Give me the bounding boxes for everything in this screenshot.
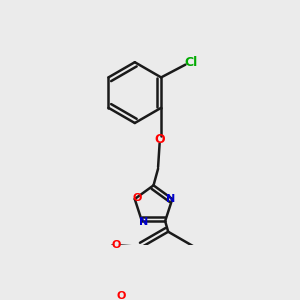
Text: N: N [167,194,176,204]
Text: O: O [117,291,126,300]
Text: O: O [154,133,165,146]
Text: N: N [139,217,148,227]
Text: Cl: Cl [184,56,197,69]
Text: O: O [111,240,120,250]
Text: O: O [133,194,142,203]
